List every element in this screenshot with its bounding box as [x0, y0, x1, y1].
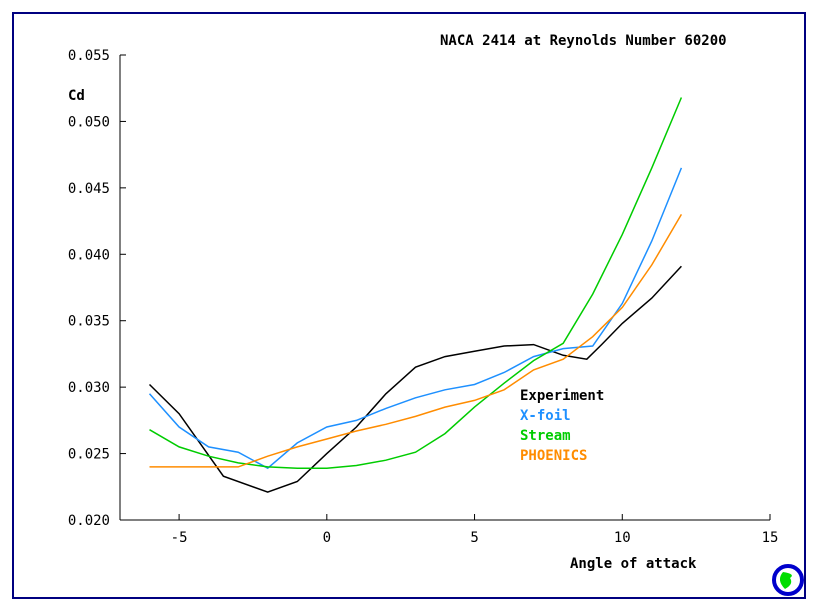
y-tick-label: 0.030 — [68, 380, 110, 396]
chart-title: NACA 2414 at Reynolds Number 60200 — [440, 33, 727, 49]
y-axis-label: Cd — [68, 88, 85, 104]
x-tick-label: -5 — [171, 530, 188, 546]
x-tick-label: 5 — [470, 530, 478, 546]
series-stream — [150, 98, 682, 469]
chart-svg: 0.020 0.025 0.030 0.035 0.040 0.045 0.050 0.055… — [0, 0, 818, 611]
y-tick-label: 0.045 — [68, 181, 110, 197]
y-tick-label: 0.040 — [68, 247, 110, 263]
legend-experiment: Experiment — [520, 388, 604, 404]
x-tick-label: 10 — [614, 530, 631, 546]
y-tick-label: 0.020 — [68, 513, 110, 529]
series-phoenics — [150, 214, 682, 467]
legend-phoenics: PHOENICS — [520, 448, 587, 464]
legend-x-foil: X-foil — [520, 408, 571, 424]
y-tick-label: 0.050 — [68, 114, 110, 130]
x-tick-label: 0 — [323, 530, 331, 546]
series-x-foil — [150, 168, 682, 468]
logo-land — [780, 572, 792, 589]
x-tick-label: 15 — [762, 530, 779, 546]
chart-container: 0.020 0.025 0.030 0.035 0.040 0.045 0.050 0.055… — [0, 0, 818, 611]
y-tick-label: 0.025 — [68, 447, 110, 463]
x-axis-label: Angle of attack — [570, 556, 697, 572]
y-tick-label: 0.035 — [68, 314, 110, 330]
legend-stream: Stream — [520, 428, 571, 444]
series-experiment — [150, 266, 682, 492]
y-tick-label: 0.055 — [68, 48, 110, 64]
